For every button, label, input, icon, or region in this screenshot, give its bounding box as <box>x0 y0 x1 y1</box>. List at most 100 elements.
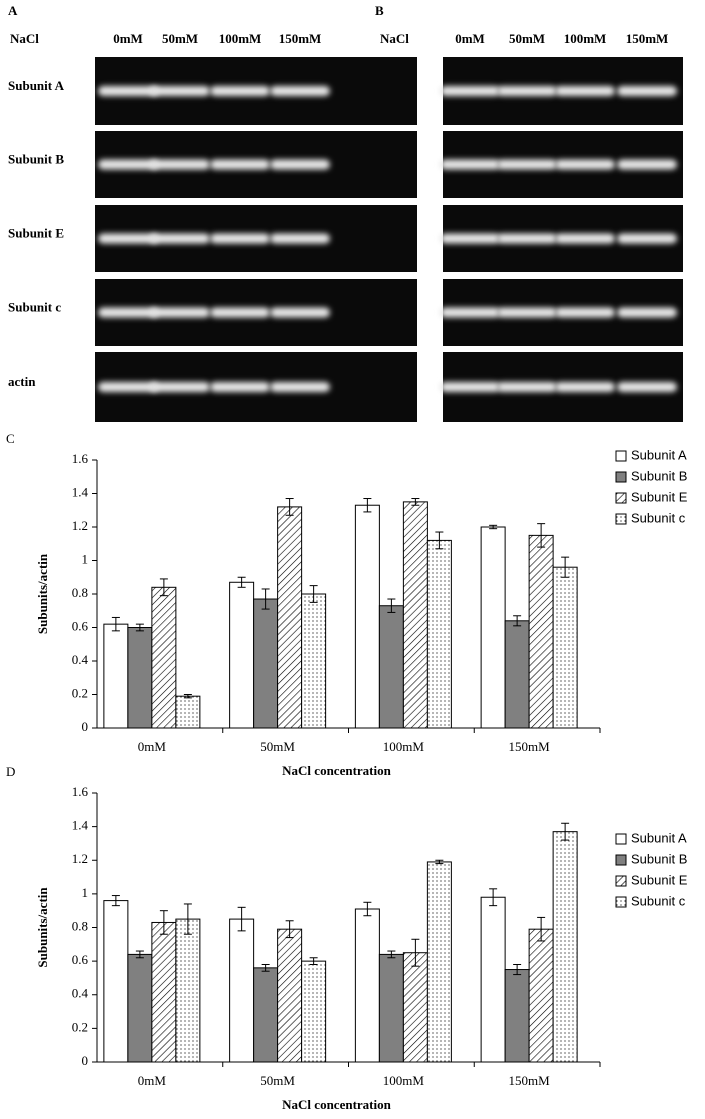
y-tick-label: 1.2 <box>72 851 88 866</box>
gel-band <box>440 159 500 170</box>
y-tick-label: 0.8 <box>72 585 88 600</box>
error-bar <box>159 910 168 935</box>
x-tick-label: 0mM <box>138 739 167 754</box>
bar <box>301 960 327 1063</box>
error-bar <box>183 694 192 699</box>
bar <box>426 539 452 729</box>
row-label: Subunit B <box>8 151 64 166</box>
error-bar <box>561 822 570 841</box>
legend-label: Subunit E <box>631 489 688 504</box>
x-tick-label: 0mM <box>138 1073 167 1088</box>
lane-label: 100mM <box>564 31 607 46</box>
y-tick-label: 1 <box>82 885 89 900</box>
lane-label: 0mM <box>113 31 143 46</box>
gel-band <box>270 159 330 170</box>
error-bar <box>309 957 318 965</box>
error-bar <box>489 888 498 907</box>
bar <box>277 928 303 1063</box>
bar <box>378 953 404 1063</box>
legend-swatch <box>615 450 627 462</box>
bar <box>253 598 279 729</box>
bar <box>504 969 530 1063</box>
bar <box>175 918 201 1063</box>
bar <box>127 953 153 1063</box>
gel-band <box>617 159 677 170</box>
gel-band <box>497 307 557 318</box>
bar <box>229 581 255 729</box>
bar <box>402 501 428 729</box>
lane-label: 50mM <box>162 31 198 46</box>
legend-label: Subunit A <box>631 830 687 845</box>
panel-label: D <box>6 764 15 779</box>
gel-band <box>270 307 330 318</box>
x-axis-label: NaCl concentration <box>282 1097 391 1112</box>
error-bar <box>135 623 144 632</box>
legend-swatch <box>615 513 627 525</box>
legend-swatch <box>615 492 627 504</box>
error-bar <box>387 598 396 613</box>
bar <box>229 918 255 1063</box>
gel-band <box>440 233 500 244</box>
y-tick-label: 0.4 <box>72 652 89 667</box>
y-tick-label: 0 <box>82 719 89 734</box>
error-bar <box>135 950 144 959</box>
gel-band <box>555 86 615 96</box>
gel-band <box>617 382 677 392</box>
gel-band <box>555 159 615 170</box>
y-tick-label: 1.6 <box>72 451 89 466</box>
gel-band <box>440 382 500 392</box>
gel-band <box>150 382 210 392</box>
bar <box>378 605 404 729</box>
error-bar <box>261 963 270 972</box>
bar <box>127 627 153 729</box>
error-bar <box>513 615 522 627</box>
x-tick-label: 150mM <box>509 1073 551 1088</box>
row-label: Subunit A <box>8 78 65 93</box>
x-tick-label: 150mM <box>509 739 551 754</box>
error-bar <box>237 576 246 588</box>
gel-band <box>98 233 158 244</box>
y-tick-label: 0.2 <box>72 685 88 700</box>
y-axis-label: Subunits/actin <box>35 553 50 634</box>
panel-label: B <box>375 3 384 18</box>
lane-label: 100mM <box>219 31 262 46</box>
bar <box>402 952 428 1063</box>
bar <box>480 896 506 1063</box>
bar <box>103 900 129 1063</box>
bar <box>528 928 554 1063</box>
lane-header: NaCl <box>10 31 39 46</box>
lane-header: NaCl <box>380 31 409 46</box>
lane-label: 50mM <box>509 31 545 46</box>
gel-band <box>617 86 677 96</box>
gel-band <box>440 86 500 96</box>
legend-label: Subunit c <box>631 893 686 908</box>
legend-label: Subunit c <box>631 510 686 525</box>
bar <box>480 526 506 729</box>
error-bar <box>261 588 270 610</box>
gel-band <box>617 233 677 244</box>
bar <box>354 504 380 729</box>
error-bar <box>111 616 120 632</box>
y-tick-label: 0.6 <box>72 952 89 967</box>
legend-swatch <box>615 896 627 908</box>
gel-band <box>270 233 330 244</box>
gel-band <box>497 86 557 96</box>
gel-band <box>270 86 330 96</box>
gel-band <box>98 86 158 96</box>
x-tick-label: 50mM <box>260 739 295 754</box>
bar <box>552 566 578 729</box>
gel-band <box>150 159 210 170</box>
y-tick-label: 1 <box>82 551 89 566</box>
error-bar <box>435 859 444 865</box>
gel-band <box>210 382 270 392</box>
bar <box>151 921 177 1063</box>
error-bar <box>561 556 570 578</box>
gel-band <box>617 307 677 318</box>
error-bar <box>537 916 546 942</box>
y-axis-label: Subunits/actin <box>35 887 50 968</box>
y-tick-label: 1.6 <box>72 784 89 799</box>
error-bar <box>513 963 522 976</box>
lane-label: 150mM <box>626 31 669 46</box>
legend-label: Subunit A <box>631 447 687 462</box>
